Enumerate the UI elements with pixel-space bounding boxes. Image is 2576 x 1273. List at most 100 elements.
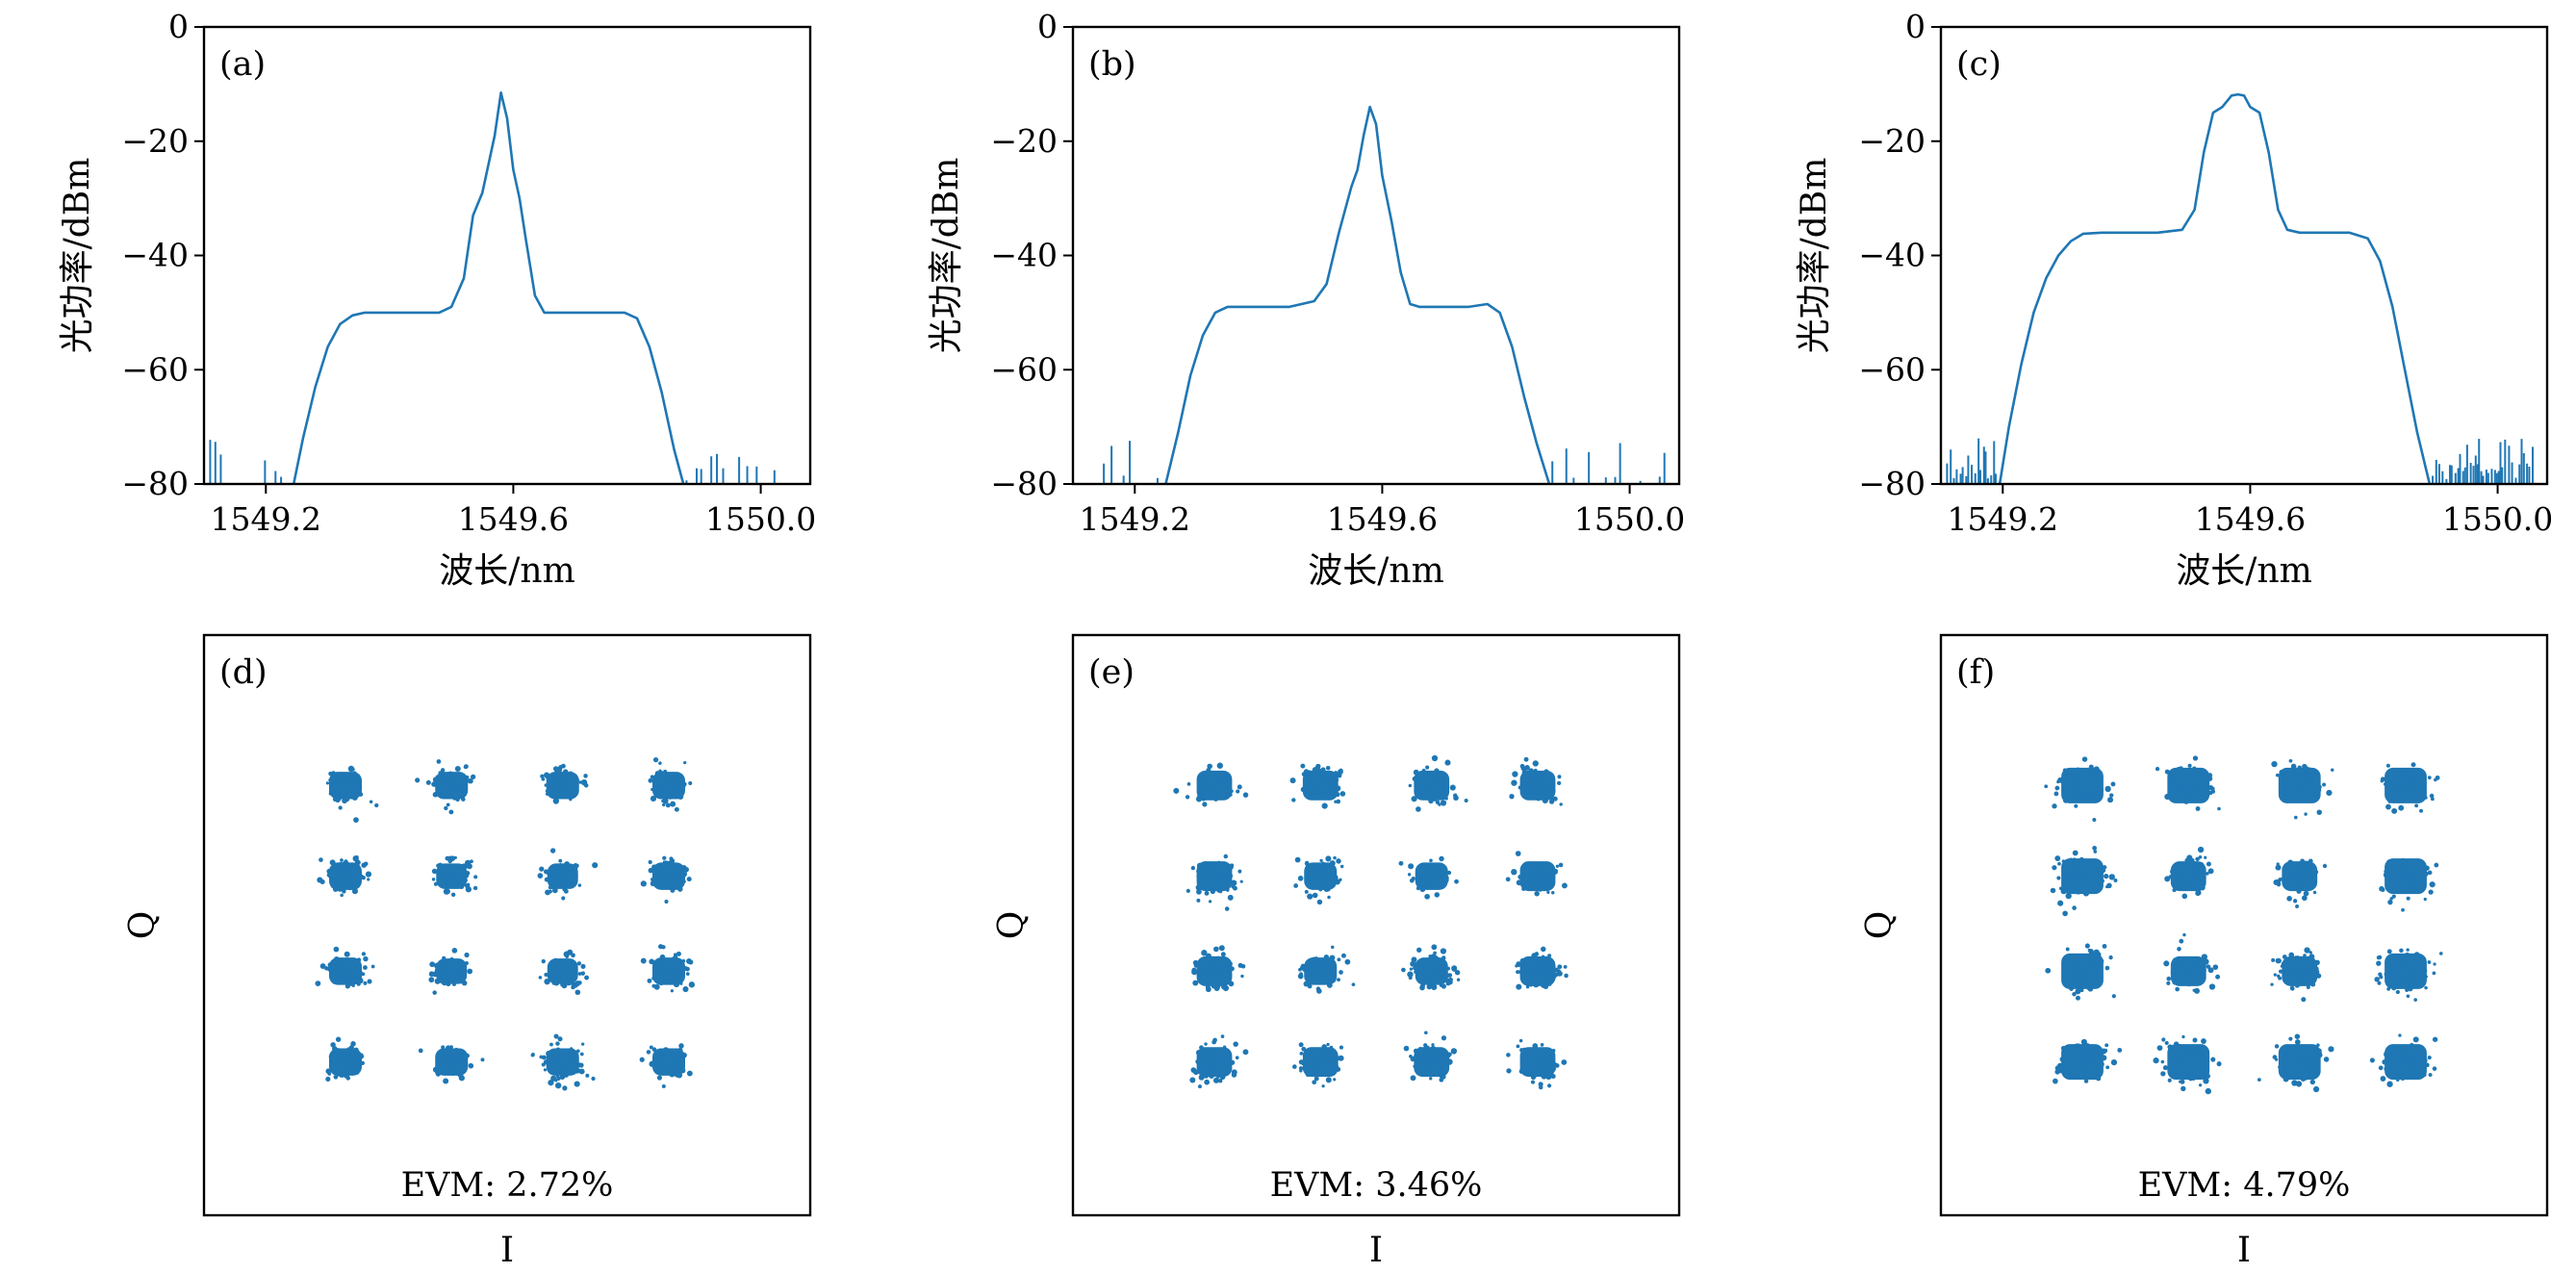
point-sample: [363, 861, 369, 867]
point-sample: [679, 981, 683, 985]
y-axis-label: 光功率/dBm: [58, 158, 97, 354]
point-sample: [418, 1048, 423, 1054]
point-sample: [2166, 980, 2171, 985]
point-sample: [1546, 781, 1553, 788]
point-sample: [2199, 960, 2206, 967]
y-axis-label: Q: [123, 911, 163, 940]
point-sample: [2215, 974, 2221, 980]
point-sample: [1419, 869, 1423, 874]
point-sample: [2288, 952, 2295, 958]
point-sample: [319, 878, 325, 885]
point-sample: [1519, 872, 1525, 878]
point-sample: [1321, 802, 1328, 809]
point-sample: [2090, 1047, 2096, 1053]
point-sample: [2108, 874, 2115, 880]
point-sample: [328, 777, 332, 782]
point-sample: [339, 861, 343, 866]
point-sample: [2380, 887, 2385, 893]
point-sample: [541, 1055, 547, 1060]
point-sample: [2435, 775, 2440, 780]
point-sample: [2283, 1076, 2289, 1082]
point-sample: [585, 1073, 590, 1078]
constellation-point: [1515, 946, 1569, 990]
point-sample: [332, 1046, 338, 1052]
point-sample: [574, 989, 581, 996]
point-sample: [2092, 1054, 2096, 1058]
point-sample: [441, 876, 446, 881]
constellation-point: [1191, 945, 1246, 993]
point-sample: [2208, 983, 2216, 990]
point-sample: [2068, 1050, 2073, 1054]
point-sample: [686, 877, 692, 882]
point-sample: [2177, 777, 2183, 783]
point-sample: [2272, 1055, 2278, 1059]
point-sample: [561, 896, 566, 901]
point-sample: [1339, 970, 1343, 975]
point-sample: [1191, 1068, 1196, 1072]
point-sample: [338, 866, 343, 871]
point-sample: [569, 973, 574, 977]
point-sample: [2306, 1046, 2312, 1052]
point-sample: [2416, 774, 2422, 779]
point-sample: [2298, 793, 2305, 800]
point-sample: [2195, 806, 2201, 811]
point-sample: [2174, 962, 2179, 967]
point-sample: [555, 1041, 560, 1046]
point-sample: [2395, 768, 2402, 775]
point-sample: [658, 761, 662, 765]
point-sample: [1212, 1037, 1217, 1043]
panel-e: EVM: 3.46%IQ(e): [992, 633, 1681, 1270]
point-sample: [2428, 1073, 2433, 1078]
point-sample: [343, 871, 346, 876]
point-sample: [2196, 866, 2202, 873]
point-sample: [2419, 808, 2423, 813]
point-sample: [1214, 959, 1220, 965]
point-sample: [1538, 881, 1542, 886]
point-sample: [553, 783, 558, 789]
point-sample: [662, 864, 668, 870]
point-sample: [677, 1047, 683, 1054]
point-sample: [2087, 948, 2091, 953]
point-sample: [2062, 780, 2067, 786]
point-sample: [681, 958, 686, 963]
point-sample: [457, 1060, 462, 1065]
constellation-point: [2163, 932, 2221, 994]
point-sample: [334, 792, 339, 798]
point-sample: [668, 974, 673, 979]
x-tick-label: 1550.0: [1574, 500, 1685, 538]
point-sample: [567, 976, 572, 981]
constellation-point: [315, 946, 375, 989]
point-sample: [1325, 855, 1332, 862]
point-sample: [2294, 982, 2300, 988]
point-sample: [2099, 958, 2104, 964]
y-tick-label: −20: [1858, 122, 1926, 160]
point-sample: [1202, 793, 1209, 800]
evm-annotation: EVM: 2.72%: [401, 1166, 614, 1205]
point-sample: [2069, 869, 2074, 874]
point-sample: [2418, 795, 2424, 801]
point-sample: [2294, 955, 2298, 959]
point-sample: [2072, 980, 2079, 986]
point-sample: [1201, 865, 1207, 870]
point-sample: [570, 774, 576, 779]
point-sample: [442, 978, 449, 984]
point-sample: [356, 978, 363, 984]
point-sample: [570, 793, 575, 799]
point-sample: [1524, 765, 1530, 771]
point-sample: [2196, 1053, 2202, 1058]
point-sample: [1325, 794, 1333, 801]
point-sample: [1325, 765, 1331, 771]
point-sample: [470, 859, 473, 864]
constellation-point: [2380, 762, 2440, 814]
point-sample: [447, 858, 453, 864]
point-sample: [2181, 1085, 2186, 1092]
point-sample: [1228, 980, 1235, 987]
point-sample: [1450, 1048, 1458, 1055]
point-sample: [1538, 1072, 1543, 1077]
point-sample: [2097, 876, 2102, 880]
point-sample: [346, 884, 353, 891]
point-sample: [2087, 1062, 2091, 1066]
point-sample: [1321, 1044, 1327, 1050]
point-sample: [363, 980, 368, 985]
point-sample: [2078, 987, 2083, 993]
